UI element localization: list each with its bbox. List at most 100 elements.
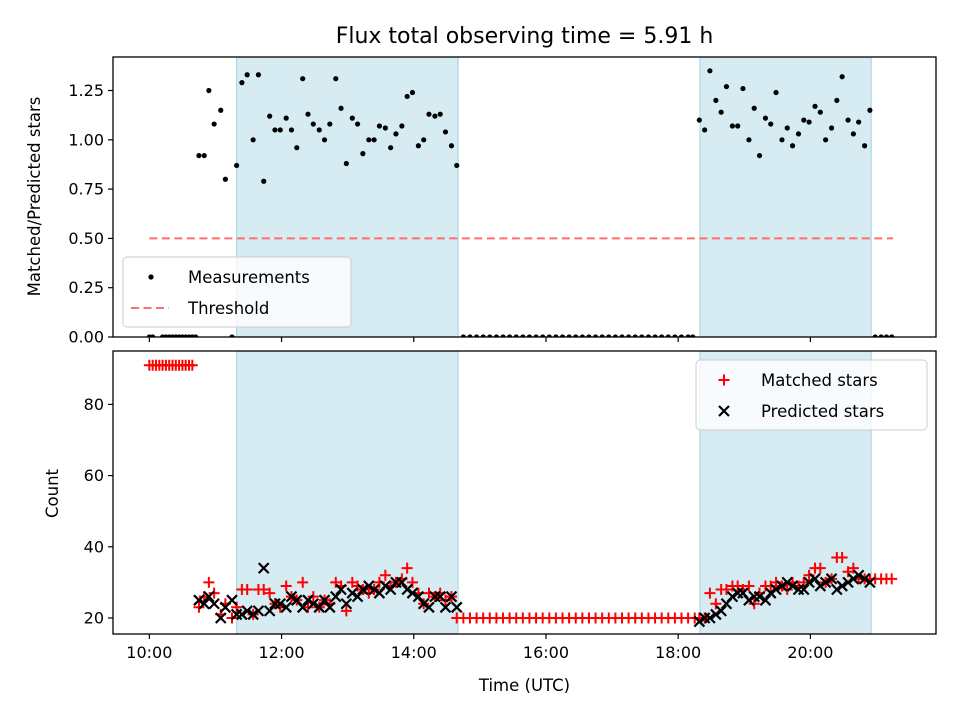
measurement-point [415,143,422,149]
measurement-point [393,131,399,137]
measurement-point [707,68,713,74]
predicted-star-point [252,605,265,617]
measurement-point [856,119,862,125]
measurement-point [784,125,790,131]
measurement-point [789,143,796,149]
x-axis-label: Time (UTC) [478,676,570,695]
measurement-point [371,137,377,143]
matched-star-point [748,598,760,610]
measurement-point [812,103,818,109]
measurement-point [206,87,212,94]
x-tick-label: 20:00 [787,643,833,662]
measurement-point [437,111,443,117]
measurement-point [795,131,802,137]
bottom-ylabel: Count [43,468,62,518]
legend-label: Measurements [188,268,310,287]
predicted-star-point [798,583,810,596]
matched-star-point [186,359,198,371]
matched-star-point [886,573,898,585]
predicted-star-point [412,590,425,603]
measurement-point [201,152,207,159]
predicted-star-point [715,605,727,617]
matched-star-point [241,584,253,596]
measurement-point [321,137,328,143]
predicted-star-point [858,573,871,585]
measurement-point [756,152,763,159]
predicted-star-point [445,590,458,603]
measurement-point [234,162,240,169]
predicted-star-point [335,583,347,596]
measurement-point [294,145,300,151]
legend-matched-marker [718,374,730,386]
measurement-point [250,137,256,143]
predicted-star-point [280,601,292,614]
predicted-star-point [296,601,309,614]
x-tick-label: 16:00 [523,643,569,662]
ratio-panel: 0.00 0.25 0.50 0.75 1.00 1.25 Measurements Thre… [68,56,937,347]
measurement-point [388,145,394,151]
predicted-star-point [423,601,435,614]
y-tick-label: 1.25 [68,81,104,100]
predicted-star-point [307,597,320,610]
matched-star-point [743,580,755,592]
matched-star-point [814,562,826,574]
predicted-star-point [396,576,408,589]
y-tick-label: 0.00 [68,328,104,347]
predicted-star-point [781,576,794,589]
observing-window-shade [699,57,872,337]
measurement-point [845,117,851,123]
measurement-point [244,72,250,78]
predicted-star-point [704,612,716,624]
predicted-star-point [236,608,248,621]
measurement-point [839,74,845,80]
measurement-point [288,127,295,133]
measurement-point [867,107,873,113]
predicted-star-point [417,597,430,610]
x-tick-label: 10:00 [126,643,172,662]
predicted-star-point [313,601,326,614]
measurement-point [267,113,273,119]
predicted-star-point [379,580,392,592]
predicted-star-point [814,580,827,592]
predicted-star-point [776,580,788,592]
predicted-star-point [831,583,843,596]
measurement-point [305,111,311,117]
plot-area [146,57,895,337]
measurement-point [718,109,724,115]
measurement-point [404,93,410,100]
matched-star-point [836,551,848,563]
predicted-star-point [439,601,452,614]
chart-title: Flux total observing time = 5.91 h [336,24,714,49]
measurement-point [272,127,278,133]
predicted-star-point [406,587,419,599]
predicted-star-point [198,597,211,610]
x-tick-label: 12:00 [259,643,305,662]
legend-measurement-marker [148,274,154,280]
predicted-star-point [401,583,413,596]
legend-label: Predicted stars [761,402,884,421]
measurement-point [239,80,245,86]
measurement-point [442,129,449,135]
predicted-star-point [786,580,799,592]
matched-star-point [340,605,352,617]
measurement-point [327,121,333,127]
matched-star-point [193,601,205,613]
measurement-point [448,143,455,149]
predicted-star-point [203,590,215,603]
measurement-point [426,111,432,117]
measurement-point [713,97,719,103]
measurement-point [300,76,306,82]
measurement-point [222,176,228,182]
measurement-point [432,113,438,119]
matched-star-point [720,584,732,596]
measurement-point [338,105,344,111]
predicted-star-point [753,590,766,603]
matched-star-point [307,591,319,603]
predicted-star-point [836,580,848,592]
measurement-point [773,89,779,96]
predicted-star-point [852,569,865,582]
predicted-star-point [450,601,463,614]
predicted-star-point [363,580,375,592]
matched-star-point [798,576,810,588]
predicted-star-point [710,608,722,621]
